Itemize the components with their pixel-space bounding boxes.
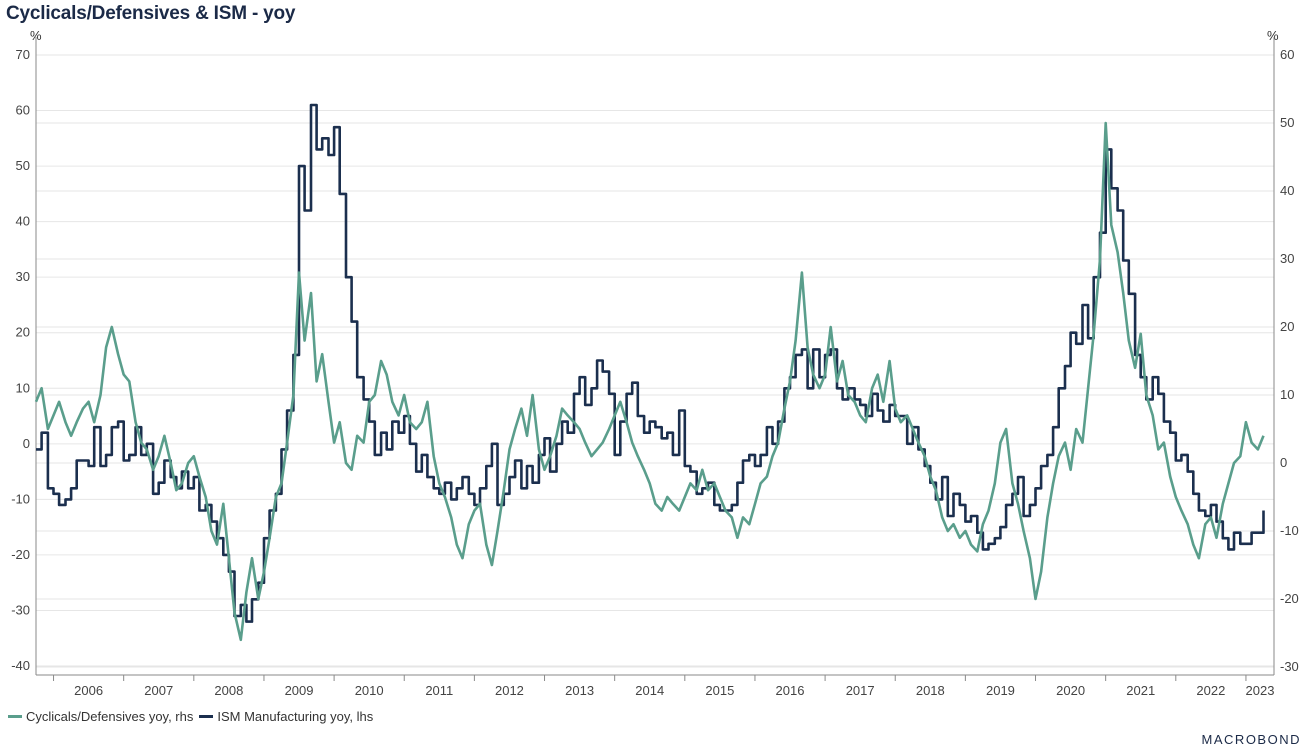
right-tick-label: 50	[1280, 115, 1294, 130]
left-tick-label: -10	[11, 491, 30, 506]
left-tick-label: 0	[23, 436, 30, 451]
chart-title: Cyclicals/Defensives & ISM - yoy	[6, 3, 296, 24]
legend: Cyclicals/Defensives yoy, rhs ISM Manufa…	[8, 709, 379, 724]
x-tick-label: 2008	[214, 683, 243, 698]
right-tick-label: 20	[1280, 319, 1294, 334]
x-tick-label: 2007	[144, 683, 173, 698]
right-axis-unit: %	[1267, 28, 1279, 43]
x-tick-label: 2011	[425, 683, 453, 698]
left-tick-label: 20	[16, 325, 30, 340]
right-tick-label: -10	[1280, 523, 1299, 538]
legend-label-ism: ISM Manufacturing yoy, lhs	[217, 709, 374, 724]
x-tick-label: 2023	[1246, 683, 1275, 698]
legend-swatch-cyclicals	[8, 715, 22, 718]
x-tick-label: 2015	[705, 683, 734, 698]
left-tick-label: 30	[16, 269, 30, 284]
x-tick-label: 2013	[565, 683, 594, 698]
x-tick-label: 2019	[986, 683, 1015, 698]
right-tick-label: -20	[1280, 591, 1299, 606]
right-tick-label: 30	[1280, 251, 1294, 266]
right-tick-label: 0	[1280, 455, 1287, 470]
x-tick-label: 2020	[1056, 683, 1085, 698]
x-tick-label: 2021	[1126, 683, 1155, 698]
left-tick-label: 10	[16, 380, 30, 395]
x-tick-label: 2010	[355, 683, 384, 698]
left-tick-label: -30	[11, 602, 30, 617]
right-tick-label: 40	[1280, 183, 1294, 198]
right-tick-label: 10	[1280, 387, 1294, 402]
right-tick-label: -30	[1280, 659, 1299, 674]
brand-logo: MACROBOND	[1201, 732, 1301, 747]
series-line-ism	[36, 103, 1265, 623]
x-tick-label: 2014	[635, 683, 664, 698]
left-axis-unit: %	[30, 28, 42, 43]
legend-label-cyclicals: Cyclicals/Defensives yoy, rhs	[26, 709, 194, 724]
right-tick-label: 60	[1280, 47, 1294, 62]
x-tick-label: 2016	[776, 683, 805, 698]
x-tick-label: 2018	[916, 683, 945, 698]
x-tick-label: 2022	[1196, 683, 1225, 698]
x-tick-label: 2006	[74, 683, 103, 698]
legend-item-ism: ISM Manufacturing yoy, lhs	[199, 709, 373, 724]
left-tick-label: 70	[16, 47, 30, 62]
x-tick-label: 2012	[495, 683, 524, 698]
x-tick-label: 2009	[285, 683, 314, 698]
left-tick-label: 60	[16, 103, 30, 118]
legend-swatch-ism	[199, 715, 214, 718]
legend-item-cyclicals: Cyclicals/Defensives yoy, rhs	[8, 709, 193, 724]
x-tick-label: 2017	[846, 683, 875, 698]
left-tick-label: -20	[11, 547, 30, 562]
left-tick-label: 50	[16, 158, 30, 173]
left-tick-label: 40	[16, 214, 30, 229]
series-line-cyclicals	[34, 121, 1265, 642]
left-tick-label: -40	[11, 658, 30, 673]
